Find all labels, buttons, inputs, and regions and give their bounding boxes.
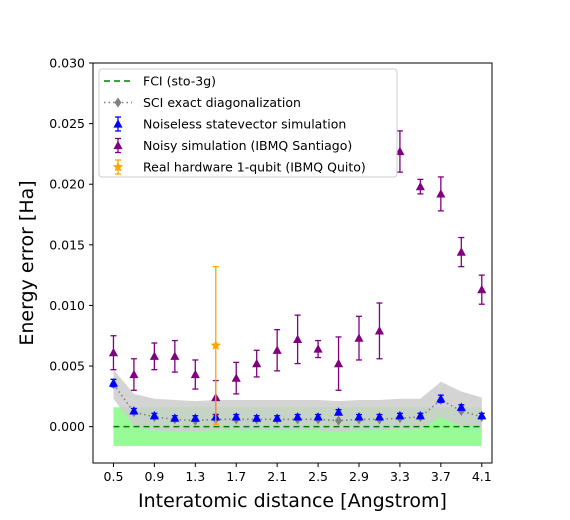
data-point <box>415 181 425 191</box>
y-tick-label: 0.015 <box>49 237 85 252</box>
data-point <box>129 406 139 415</box>
data-point <box>374 326 385 335</box>
data-point <box>149 351 159 360</box>
data-point <box>108 378 119 387</box>
data-point <box>293 334 303 343</box>
data-point <box>149 410 159 420</box>
data-point <box>395 146 405 156</box>
data-point <box>313 412 323 421</box>
x-tick-label: 1.3 <box>185 469 205 484</box>
series-2 <box>108 378 487 422</box>
data-point <box>354 412 364 421</box>
sci-point <box>335 415 343 426</box>
shaded-region <box>113 369 482 432</box>
y-tick-label: 0.025 <box>49 116 85 131</box>
data-point <box>252 358 262 368</box>
data-point <box>313 344 323 353</box>
data-point <box>170 413 180 422</box>
series-4 <box>210 265 221 425</box>
legend: FCI (sto-3g) SCI exact diagonalization Noi… <box>98 68 398 178</box>
data-point <box>395 410 405 420</box>
x-tick-label: 4.1 <box>472 469 492 484</box>
x-tick-label: 0.9 <box>144 469 164 484</box>
data-point <box>436 189 446 198</box>
data-point <box>272 345 282 354</box>
data-point <box>252 413 262 422</box>
data-point <box>210 339 221 350</box>
legend-marker <box>113 140 123 150</box>
data-point <box>436 393 446 403</box>
legend-marker <box>112 161 124 172</box>
data-point <box>477 410 487 420</box>
data-point <box>108 347 119 357</box>
y-tick-label: 0.020 <box>49 177 85 192</box>
data-point <box>477 284 487 294</box>
x-tick-label: 0.5 <box>104 469 124 484</box>
legend-marker <box>113 119 123 128</box>
data-point <box>456 402 466 411</box>
data-point <box>129 369 139 379</box>
data-point <box>231 373 241 382</box>
legend-label: Noiseless statevector simulation <box>143 117 346 132</box>
x-tick-label: 2.1 <box>267 469 287 484</box>
y-tick-label: 0.010 <box>49 298 85 313</box>
legend-label: Real hardware 1-qubit (IBMQ Quito) <box>143 160 366 175</box>
data-point <box>170 351 180 360</box>
y-tick-label: 0.030 <box>49 56 85 71</box>
x-tick-label: 3.7 <box>431 469 451 484</box>
data-point <box>374 412 385 421</box>
data-point <box>293 412 303 421</box>
data-point <box>333 407 344 416</box>
legend-marker <box>114 97 122 108</box>
y-tick-label: 0.000 <box>49 419 85 434</box>
x-tick-label: 3.3 <box>390 469 410 484</box>
x-tick-label: 1.7 <box>226 469 246 484</box>
axes: 0.5 0.9 1.3 1.7 2.1 2.5 2.9 3.3 3.7 4.1 0.000 0.005… <box>49 56 492 485</box>
data-point <box>456 247 466 256</box>
data-point <box>190 413 200 422</box>
data-point <box>231 412 241 421</box>
plot-frame <box>92 62 493 464</box>
data-point <box>190 369 200 379</box>
x-axis-label: Interatomic distance [Angstrom] <box>138 490 447 512</box>
x-tick-label: 2.9 <box>349 469 369 484</box>
data-point <box>333 358 344 368</box>
legend-label: Noisy simulation (IBMQ Santiago) <box>143 138 352 153</box>
legend-label: SCI exact diagonalization <box>143 95 301 110</box>
legend-box <box>98 68 398 178</box>
data-point <box>272 413 282 422</box>
legend-label: FCI (sto-3g) <box>143 74 216 89</box>
plot-area <box>108 130 487 447</box>
data-point <box>354 333 364 342</box>
y-axis-label: Energy error [Ha] <box>16 180 38 345</box>
y-tick-label: 0.005 <box>49 359 85 374</box>
data-point <box>415 410 425 420</box>
x-tick-label: 2.5 <box>308 469 328 484</box>
